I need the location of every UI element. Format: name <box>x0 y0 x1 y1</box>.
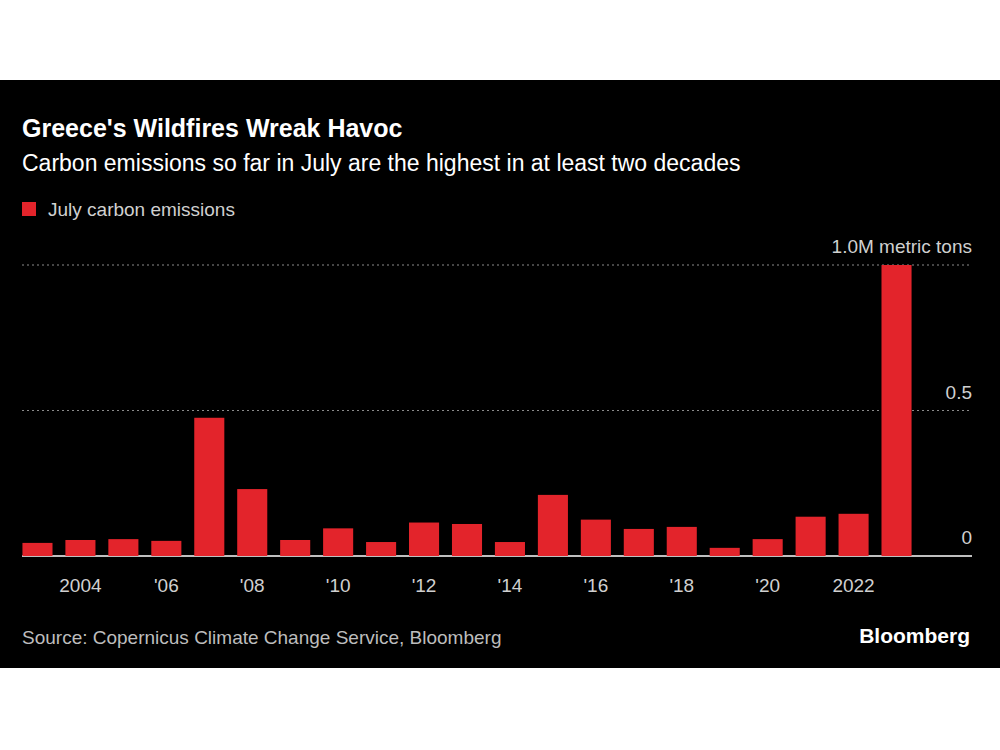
bar <box>22 543 52 556</box>
bar <box>881 265 911 556</box>
bar <box>581 520 611 556</box>
page-background <box>0 0 1000 750</box>
chart-root: Greece's Wildfires Wreak Havoc Carbon emi… <box>0 0 1000 750</box>
source: Source: Copernicus Climate Change Servic… <box>22 627 501 648</box>
legend-swatch <box>22 202 36 216</box>
x-tick-label: '06 <box>154 575 179 596</box>
x-tick-label: '12 <box>412 575 437 596</box>
x-tick-label: '08 <box>240 575 265 596</box>
grid-line <box>22 265 972 266</box>
grid-line <box>22 410 972 411</box>
bar <box>194 418 224 556</box>
x-tick-label: 2004 <box>59 575 102 596</box>
bar <box>323 528 353 556</box>
bar <box>108 539 138 556</box>
x-axis: 2004 '06 '08 '10 '12 '14 '16 '18 '20 2022 <box>59 575 874 596</box>
chart-background <box>0 80 1000 668</box>
bar <box>710 548 740 556</box>
legend-label: July carbon emissions <box>48 199 235 220</box>
bar <box>151 541 181 556</box>
x-tick-label: '14 <box>498 575 523 596</box>
y-tick-label: 1.0M metric tons <box>832 236 972 257</box>
bar <box>839 514 869 556</box>
credit: Bloomberg <box>859 624 970 647</box>
bar <box>366 542 396 556</box>
bar <box>667 527 697 556</box>
bar <box>452 524 482 556</box>
bar <box>237 489 267 556</box>
bar <box>624 529 654 556</box>
bar <box>796 517 826 556</box>
x-tick-label: '18 <box>669 575 694 596</box>
y-tick-label: 0.5 <box>946 382 972 403</box>
x-tick-label: 2022 <box>832 575 874 596</box>
y-axis: 0 0.5 1.0M metric tons <box>22 236 972 556</box>
title: Greece's Wildfires Wreak Havoc <box>22 114 403 142</box>
subtitle: Carbon emissions so far in July are the … <box>22 150 741 176</box>
y-tick-label: 0 <box>961 527 972 548</box>
x-tick-label: '10 <box>326 575 351 596</box>
bar <box>538 495 568 556</box>
bar <box>65 540 95 556</box>
bar <box>495 542 525 556</box>
bar <box>280 540 310 556</box>
x-tick-label: '16 <box>583 575 608 596</box>
bar <box>753 539 783 556</box>
bars <box>22 265 911 556</box>
legend: July carbon emissions <box>22 199 235 220</box>
x-tick-label: '20 <box>755 575 780 596</box>
bar <box>409 523 439 556</box>
chart: Greece's Wildfires Wreak Havoc Carbon emi… <box>0 0 1000 750</box>
